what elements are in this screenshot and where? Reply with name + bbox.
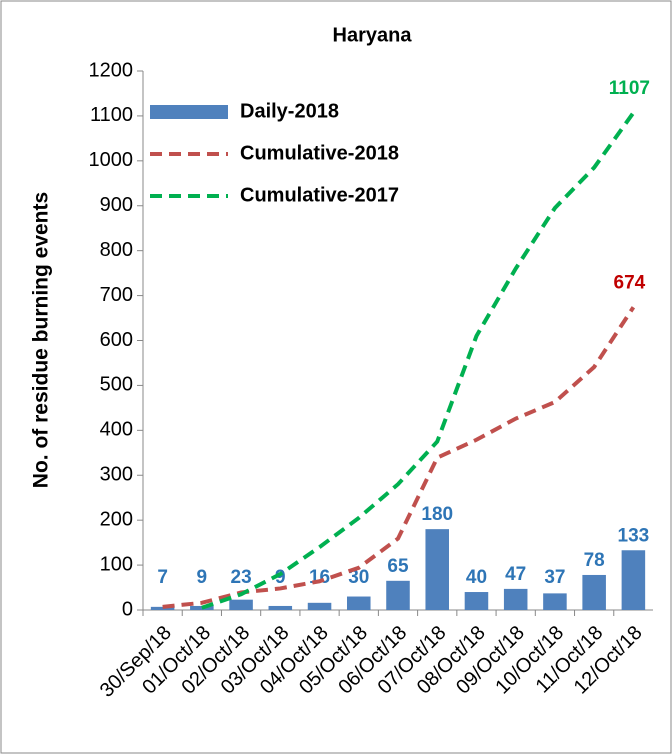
bar — [268, 605, 293, 610]
chart-title: Haryana — [333, 24, 413, 46]
y-tick-label: 600 — [100, 329, 133, 351]
bar — [347, 596, 371, 610]
bar — [464, 592, 489, 610]
bar — [503, 588, 528, 610]
data-label: 23 — [231, 567, 252, 588]
legend-label: Cumulative-2017 — [240, 184, 399, 206]
y-axis-label: No. of residue burning events — [30, 192, 53, 488]
bar — [307, 602, 332, 610]
legend-swatch — [150, 105, 228, 119]
data-label: 37 — [544, 567, 565, 588]
bar — [386, 580, 410, 610]
data-label: 9 — [197, 567, 208, 588]
legend-label: Daily-2018 — [240, 100, 339, 122]
bar — [150, 606, 175, 610]
y-tick-label: 1000 — [89, 149, 134, 171]
end-label: 1107 — [609, 78, 650, 99]
data-label: 180 — [421, 504, 453, 525]
bar — [543, 593, 567, 610]
data-label: 47 — [505, 564, 526, 585]
y-tick-label: 900 — [100, 194, 133, 216]
y-tick-label: 300 — [100, 464, 133, 486]
data-label: 16 — [309, 567, 330, 588]
end-label: 674 — [614, 272, 646, 293]
bar — [190, 605, 214, 610]
line — [201, 111, 636, 610]
bar — [582, 574, 606, 610]
bar — [229, 599, 253, 610]
y-tick-label: 400 — [100, 419, 133, 441]
data-label: 9 — [275, 567, 286, 588]
y-tick-label: 100 — [100, 553, 133, 575]
data-label: 7 — [157, 567, 168, 588]
bar — [425, 529, 449, 610]
data-label: 133 — [618, 525, 650, 546]
bar — [621, 550, 646, 610]
y-tick-label: 1200 — [89, 59, 134, 81]
data-label: 40 — [466, 567, 487, 588]
y-tick-label: 800 — [100, 239, 133, 261]
y-tick-label: 700 — [100, 284, 133, 306]
y-tick-label: 500 — [100, 374, 133, 396]
data-label: 65 — [387, 556, 409, 577]
y-tick-label: 1100 — [90, 104, 133, 126]
legend-label: Cumulative-2018 — [240, 142, 399, 164]
data-label: 78 — [584, 550, 605, 571]
y-tick-label: 0 — [122, 598, 133, 620]
y-tick-label: 200 — [100, 508, 133, 530]
data-label: 30 — [348, 567, 369, 588]
